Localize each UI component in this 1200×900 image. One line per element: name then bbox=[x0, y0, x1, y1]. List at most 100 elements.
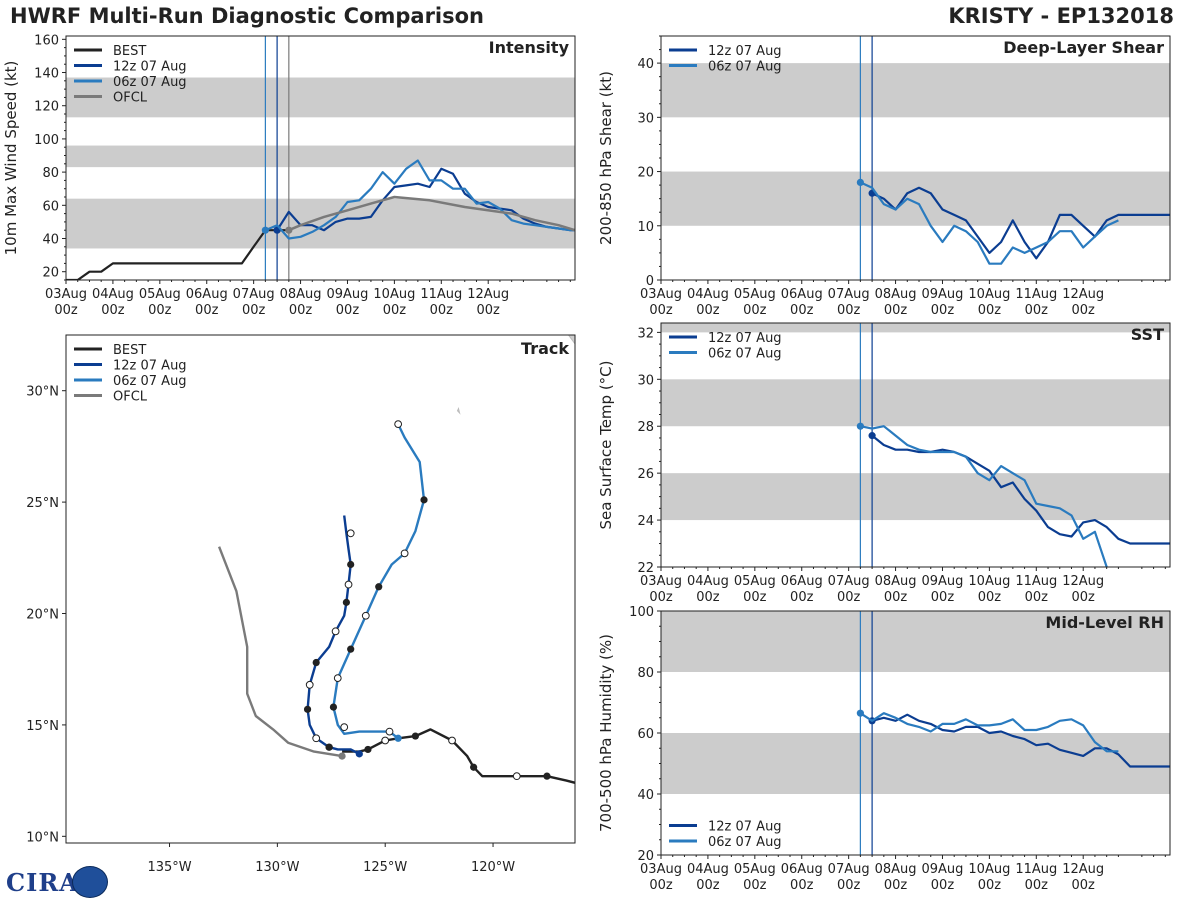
best-track-point bbox=[364, 745, 372, 754]
x-tick-label-date: 06Aug bbox=[186, 287, 228, 302]
series-line-06z-07-aug bbox=[264, 159, 575, 240]
x-tick-label-hour: 00z bbox=[430, 303, 454, 318]
x-tick-label-hour: 00z bbox=[54, 303, 78, 318]
lon-tick-label: 125°W bbox=[363, 860, 407, 875]
x-tick-label-date: 08Aug bbox=[280, 287, 322, 302]
track-point-filled bbox=[325, 743, 333, 751]
x-tick-label-date: 07Aug bbox=[233, 287, 275, 302]
threshold-band bbox=[661, 63, 1170, 118]
x-tick-label-date: 11Aug bbox=[1015, 287, 1057, 302]
series-start-point bbox=[856, 709, 864, 717]
track-point-filled bbox=[303, 705, 312, 713]
series-group bbox=[856, 709, 1170, 768]
x-tick-label-date: 04Aug bbox=[92, 287, 134, 302]
best-track-point-open bbox=[512, 772, 521, 781]
x-tick-label-hour: 00z bbox=[696, 878, 720, 893]
x-tick-label-date: 12Aug bbox=[467, 287, 509, 302]
x-tick-label-hour: 00z bbox=[101, 303, 125, 318]
series-line-06z-07-aug bbox=[860, 425, 1108, 567]
series-line-12z-07-aug bbox=[871, 434, 1170, 545]
x-tick-label-hour: 00z bbox=[978, 303, 1002, 318]
y-tick-label: 28 bbox=[637, 420, 654, 435]
x-tick-label-date: 11Aug bbox=[420, 287, 462, 302]
lat-tick-label: 25°N bbox=[26, 496, 59, 511]
x-tick-label-hour: 00z bbox=[649, 878, 673, 893]
x-tick-label-date: 04Aug bbox=[687, 862, 729, 877]
panel-title: Deep-Layer Shear bbox=[1003, 38, 1164, 57]
panel-title: SST bbox=[1131, 325, 1164, 344]
track-point-open bbox=[400, 549, 409, 558]
series-start-point bbox=[868, 432, 876, 440]
legend-label: OFCL bbox=[113, 390, 148, 405]
y-tick-label: 30 bbox=[637, 111, 654, 126]
x-tick-label-date: 03Aug bbox=[640, 287, 682, 302]
x-tick-label-date: 09Aug bbox=[922, 287, 964, 302]
y-tick-label: 120 bbox=[34, 100, 59, 115]
x-tick-label-date: 10Aug bbox=[968, 574, 1010, 589]
legend-label: 12z 07 Aug bbox=[113, 60, 187, 75]
legend-label: 12z 07 Aug bbox=[708, 820, 782, 835]
figure-title: HWRF Multi-Run Diagnostic Comparison bbox=[10, 4, 485, 28]
legend-label: 12z 07 Aug bbox=[708, 44, 782, 59]
track-point-open bbox=[333, 674, 342, 683]
x-tick-label-hour: 00z bbox=[978, 590, 1002, 605]
y-tick-label: 60 bbox=[42, 199, 59, 214]
track-group bbox=[217, 335, 575, 784]
series-start-point bbox=[285, 226, 293, 234]
y-tick-label: 20 bbox=[637, 849, 654, 864]
series-line-12z-07-aug bbox=[871, 186, 1170, 260]
legend-label: 12z 07 Aug bbox=[113, 359, 187, 374]
y-tick-label: 100 bbox=[34, 133, 59, 148]
x-tick-label-hour: 00z bbox=[743, 878, 767, 893]
series-start-point bbox=[261, 226, 269, 234]
y-tick-label: 20 bbox=[637, 166, 654, 181]
threshold-band bbox=[661, 733, 1170, 794]
series-start-point bbox=[856, 178, 864, 186]
y-tick-label: 10 bbox=[637, 220, 654, 235]
track-point-filled bbox=[355, 750, 363, 758]
cira-logo-text: CIRA bbox=[6, 868, 79, 897]
x-tick-label-hour: 00z bbox=[242, 303, 266, 318]
x-tick-label-hour: 00z bbox=[336, 303, 360, 318]
y-tick-label: 40 bbox=[42, 233, 59, 248]
y-tick-label: 40 bbox=[637, 788, 654, 803]
threshold-band bbox=[661, 171, 1170, 226]
x-tick-label-date: 06Aug bbox=[781, 287, 823, 302]
x-tick-label-hour: 00z bbox=[837, 878, 861, 893]
x-tick-label-hour: 00z bbox=[884, 590, 908, 605]
x-tick-label-hour: 00z bbox=[743, 590, 767, 605]
x-tick-label-hour: 00z bbox=[649, 590, 673, 605]
track-point-filled bbox=[420, 496, 428, 504]
land-shape bbox=[456, 406, 461, 415]
x-tick-label-hour: 00z bbox=[978, 878, 1002, 893]
cira-logo: CIRA bbox=[6, 866, 108, 898]
y-axis-label: 10m Max Wind Speed (kt) bbox=[2, 61, 20, 256]
track-point-open bbox=[340, 723, 349, 732]
x-tick-label-date: 12Aug bbox=[1062, 574, 1104, 589]
track-point-open bbox=[385, 727, 394, 736]
y-axis-label: Sea Surface Temp (°C) bbox=[597, 360, 615, 529]
track-point-open bbox=[331, 627, 340, 636]
x-tick-label-hour: 00z bbox=[195, 303, 219, 318]
y-tick-label: 140 bbox=[34, 67, 59, 82]
x-tick-label-hour: 00z bbox=[790, 878, 814, 893]
x-tick-label-date: 05Aug bbox=[734, 287, 776, 302]
plot-frame bbox=[65, 35, 576, 281]
track-point-filled bbox=[329, 703, 338, 711]
x-tick-label-hour: 00z bbox=[931, 878, 955, 893]
series-group bbox=[66, 159, 575, 280]
track-point-open bbox=[344, 580, 353, 589]
x-tick-label-hour: 00z bbox=[1025, 590, 1049, 605]
legend-label: BEST bbox=[113, 343, 146, 358]
legend-label: 06z 07 Aug bbox=[708, 835, 782, 850]
lat-tick-label: 10°N bbox=[26, 830, 59, 845]
series-group bbox=[856, 178, 1170, 265]
best-track-point-open bbox=[381, 736, 390, 745]
panel-title: Mid-Level RH bbox=[1045, 613, 1164, 632]
x-tick-label-hour: 00z bbox=[477, 303, 501, 318]
lon-tick-label: 135°W bbox=[147, 860, 191, 875]
x-tick-label-date: 05Aug bbox=[734, 574, 776, 589]
track-point-open bbox=[312, 734, 321, 743]
series-line-06z-07-aug bbox=[859, 712, 1119, 753]
